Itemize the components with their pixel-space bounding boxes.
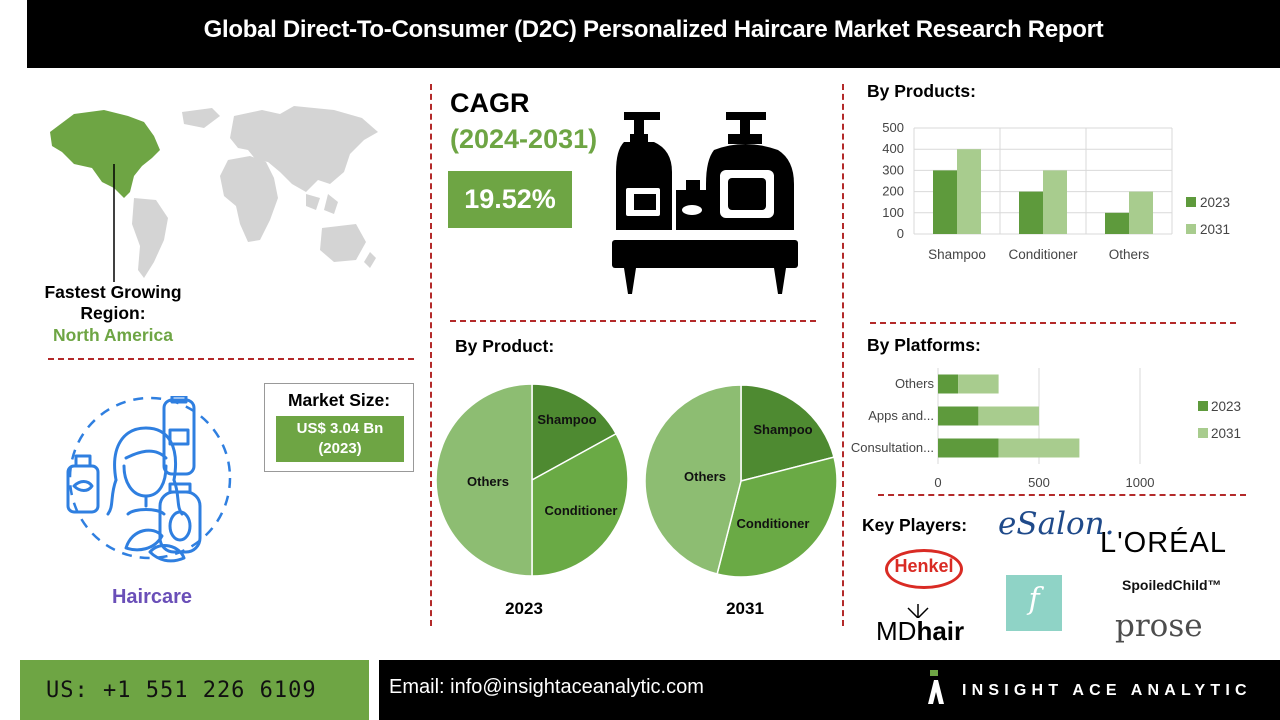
- hbar-legend-swatch: [1198, 401, 1208, 411]
- cagr-period: (2024-2031): [450, 124, 598, 154]
- footer-email[interactable]: Email: info@insightaceanalytic.com: [389, 676, 704, 698]
- haircare-label: Haircare: [111, 586, 193, 608]
- pie-slice-label: Shampoo: [753, 422, 812, 437]
- esalon-logo: eSalon.: [998, 506, 1115, 542]
- henkel-logo-text: Henkel: [894, 556, 954, 576]
- footer-phone[interactable]: US: +1 551 226 6109: [46, 678, 317, 703]
- market-size-title: Market Size:: [287, 390, 391, 410]
- north-america-highlight: [50, 110, 160, 198]
- bottles-icon: [612, 112, 798, 294]
- divider-left: [430, 84, 432, 626]
- pie-slice-label: Conditioner: [737, 516, 810, 531]
- hbar-legend-swatch: [1198, 428, 1208, 438]
- divider-products: [870, 322, 1236, 324]
- divider-platforms: [878, 494, 1246, 496]
- brand-logo-icon: [928, 670, 944, 704]
- pie-year-label: 2031: [726, 599, 764, 618]
- fastest-region-name: North America: [53, 325, 173, 345]
- loreal-logo: L'ORÉAL: [1100, 527, 1227, 559]
- spoiledchild-logo: SpoiledChild™: [1122, 577, 1222, 593]
- hbar-legend-label: 2023: [1211, 399, 1241, 414]
- pie-2031-slice-conditioner: [716, 456, 838, 578]
- pie-2031-slice-shampoo: [740, 384, 835, 482]
- divider-cagr: [450, 320, 816, 322]
- bar-y-tick: 400: [882, 141, 904, 156]
- bar-y-tick: 500: [882, 120, 904, 135]
- bar-y-tick: 300: [882, 162, 904, 177]
- mdhair-logo: MDhair: [876, 616, 964, 647]
- footer-phone-panel: [20, 660, 369, 720]
- cagr-value: 19.52%: [464, 184, 556, 214]
- pie-section-title: By Product:: [455, 336, 555, 356]
- hbar-category-label: Consultation...: [851, 440, 934, 455]
- divider-right: [842, 84, 844, 626]
- haircare-icon: [66, 396, 232, 563]
- bar-y-tick: 0: [897, 226, 904, 241]
- hbar-2023-segment: [938, 374, 959, 394]
- hbar-2023-segment: [938, 438, 999, 458]
- hbar-x-tick: 500: [1028, 475, 1050, 490]
- bar-2023-shampoo: [933, 170, 957, 234]
- divider-region: [48, 358, 414, 360]
- bar-category-label: Shampoo: [928, 247, 986, 262]
- prose-logo: prose: [1115, 608, 1203, 644]
- bar-legend-swatch: [1186, 197, 1196, 207]
- world-map-icon: [50, 106, 378, 282]
- bar-2031-others: [1129, 191, 1153, 234]
- bar-legend-label: 2023: [1200, 195, 1230, 210]
- market-size-value: US$ 3.04 Bn (2023): [276, 416, 404, 462]
- products-bar-chart: 0 100 200 300 400 500 Shampoo Conditioner Others…: [882, 120, 1230, 262]
- mdhair-logo-md: MD: [876, 616, 917, 646]
- bar-legend-label: 2031: [1200, 222, 1230, 237]
- fastest-region-label: Fastest Growing Region:: [44, 282, 182, 323]
- platforms-bar-chart: 0 500 1000 Others Apps and... Consultation...…: [851, 368, 1241, 490]
- bar-legend-swatch: [1186, 224, 1196, 234]
- brand-name: INSIGHT ACE ANALYTIC: [962, 682, 1252, 699]
- bar-chart-title: By Products:: [867, 81, 976, 101]
- pie-slice-label: Others: [467, 474, 509, 489]
- bar-category-label: Others: [1109, 247, 1150, 262]
- henkel-logo: [885, 549, 963, 589]
- pie-2023-slice-shampoo: [531, 383, 618, 482]
- mdhair-spark-icon: [907, 604, 929, 618]
- pie-year-label: 2023: [505, 599, 543, 618]
- world-map-land: [132, 106, 378, 278]
- footer-email-panel: [379, 660, 1280, 720]
- function-of-beauty-logo: [1006, 575, 1062, 631]
- hbar-2023-segment: [938, 406, 979, 426]
- pie-2031-slice-others: [644, 384, 742, 575]
- pie-slice-label: Conditioner: [545, 503, 618, 518]
- hbar-x-tick: 0: [934, 475, 941, 490]
- bar-2023-conditioner: [1019, 191, 1043, 234]
- pie-charts: Shampoo Conditioner Others 2023 Shampoo Condi…: [435, 383, 838, 618]
- pie-2023-slice-others: [435, 383, 533, 577]
- bar-y-tick: 100: [882, 205, 904, 220]
- key-players-title: Key Players:: [862, 515, 968, 535]
- hbar-x-tick: 1000: [1126, 475, 1155, 490]
- hbar-2031-segment: [978, 406, 1039, 426]
- hbar-2031-segment: [958, 374, 999, 394]
- platforms-chart-title: By Platforms:: [867, 335, 981, 355]
- hbar-legend-label: 2031: [1211, 426, 1241, 441]
- hbar-category-label: Others: [895, 376, 935, 391]
- bar-2031-conditioner: [1043, 170, 1067, 234]
- hbar-2031-segment: [998, 438, 1080, 458]
- bar-category-label: Conditioner: [1008, 247, 1078, 262]
- cagr-label: CAGR: [450, 88, 530, 118]
- pie-slice-label: Shampoo: [537, 412, 596, 427]
- pie-2023-slice-conditioner: [531, 432, 629, 577]
- bar-y-tick: 200: [882, 184, 904, 199]
- function-of-beauty-mark: f: [1028, 582, 1040, 617]
- page-title: Global Direct-To-Consumer (D2C) Personal…: [203, 16, 1104, 43]
- bar-2031-shampoo: [957, 149, 981, 234]
- hbar-category-label: Apps and...: [868, 408, 934, 423]
- pie-slice-label: Others: [684, 469, 726, 484]
- bar-2023-others: [1105, 212, 1129, 234]
- title-bar: [27, 0, 1280, 68]
- mdhair-logo-hair: hair: [916, 616, 965, 646]
- cagr-value-box: [448, 171, 572, 228]
